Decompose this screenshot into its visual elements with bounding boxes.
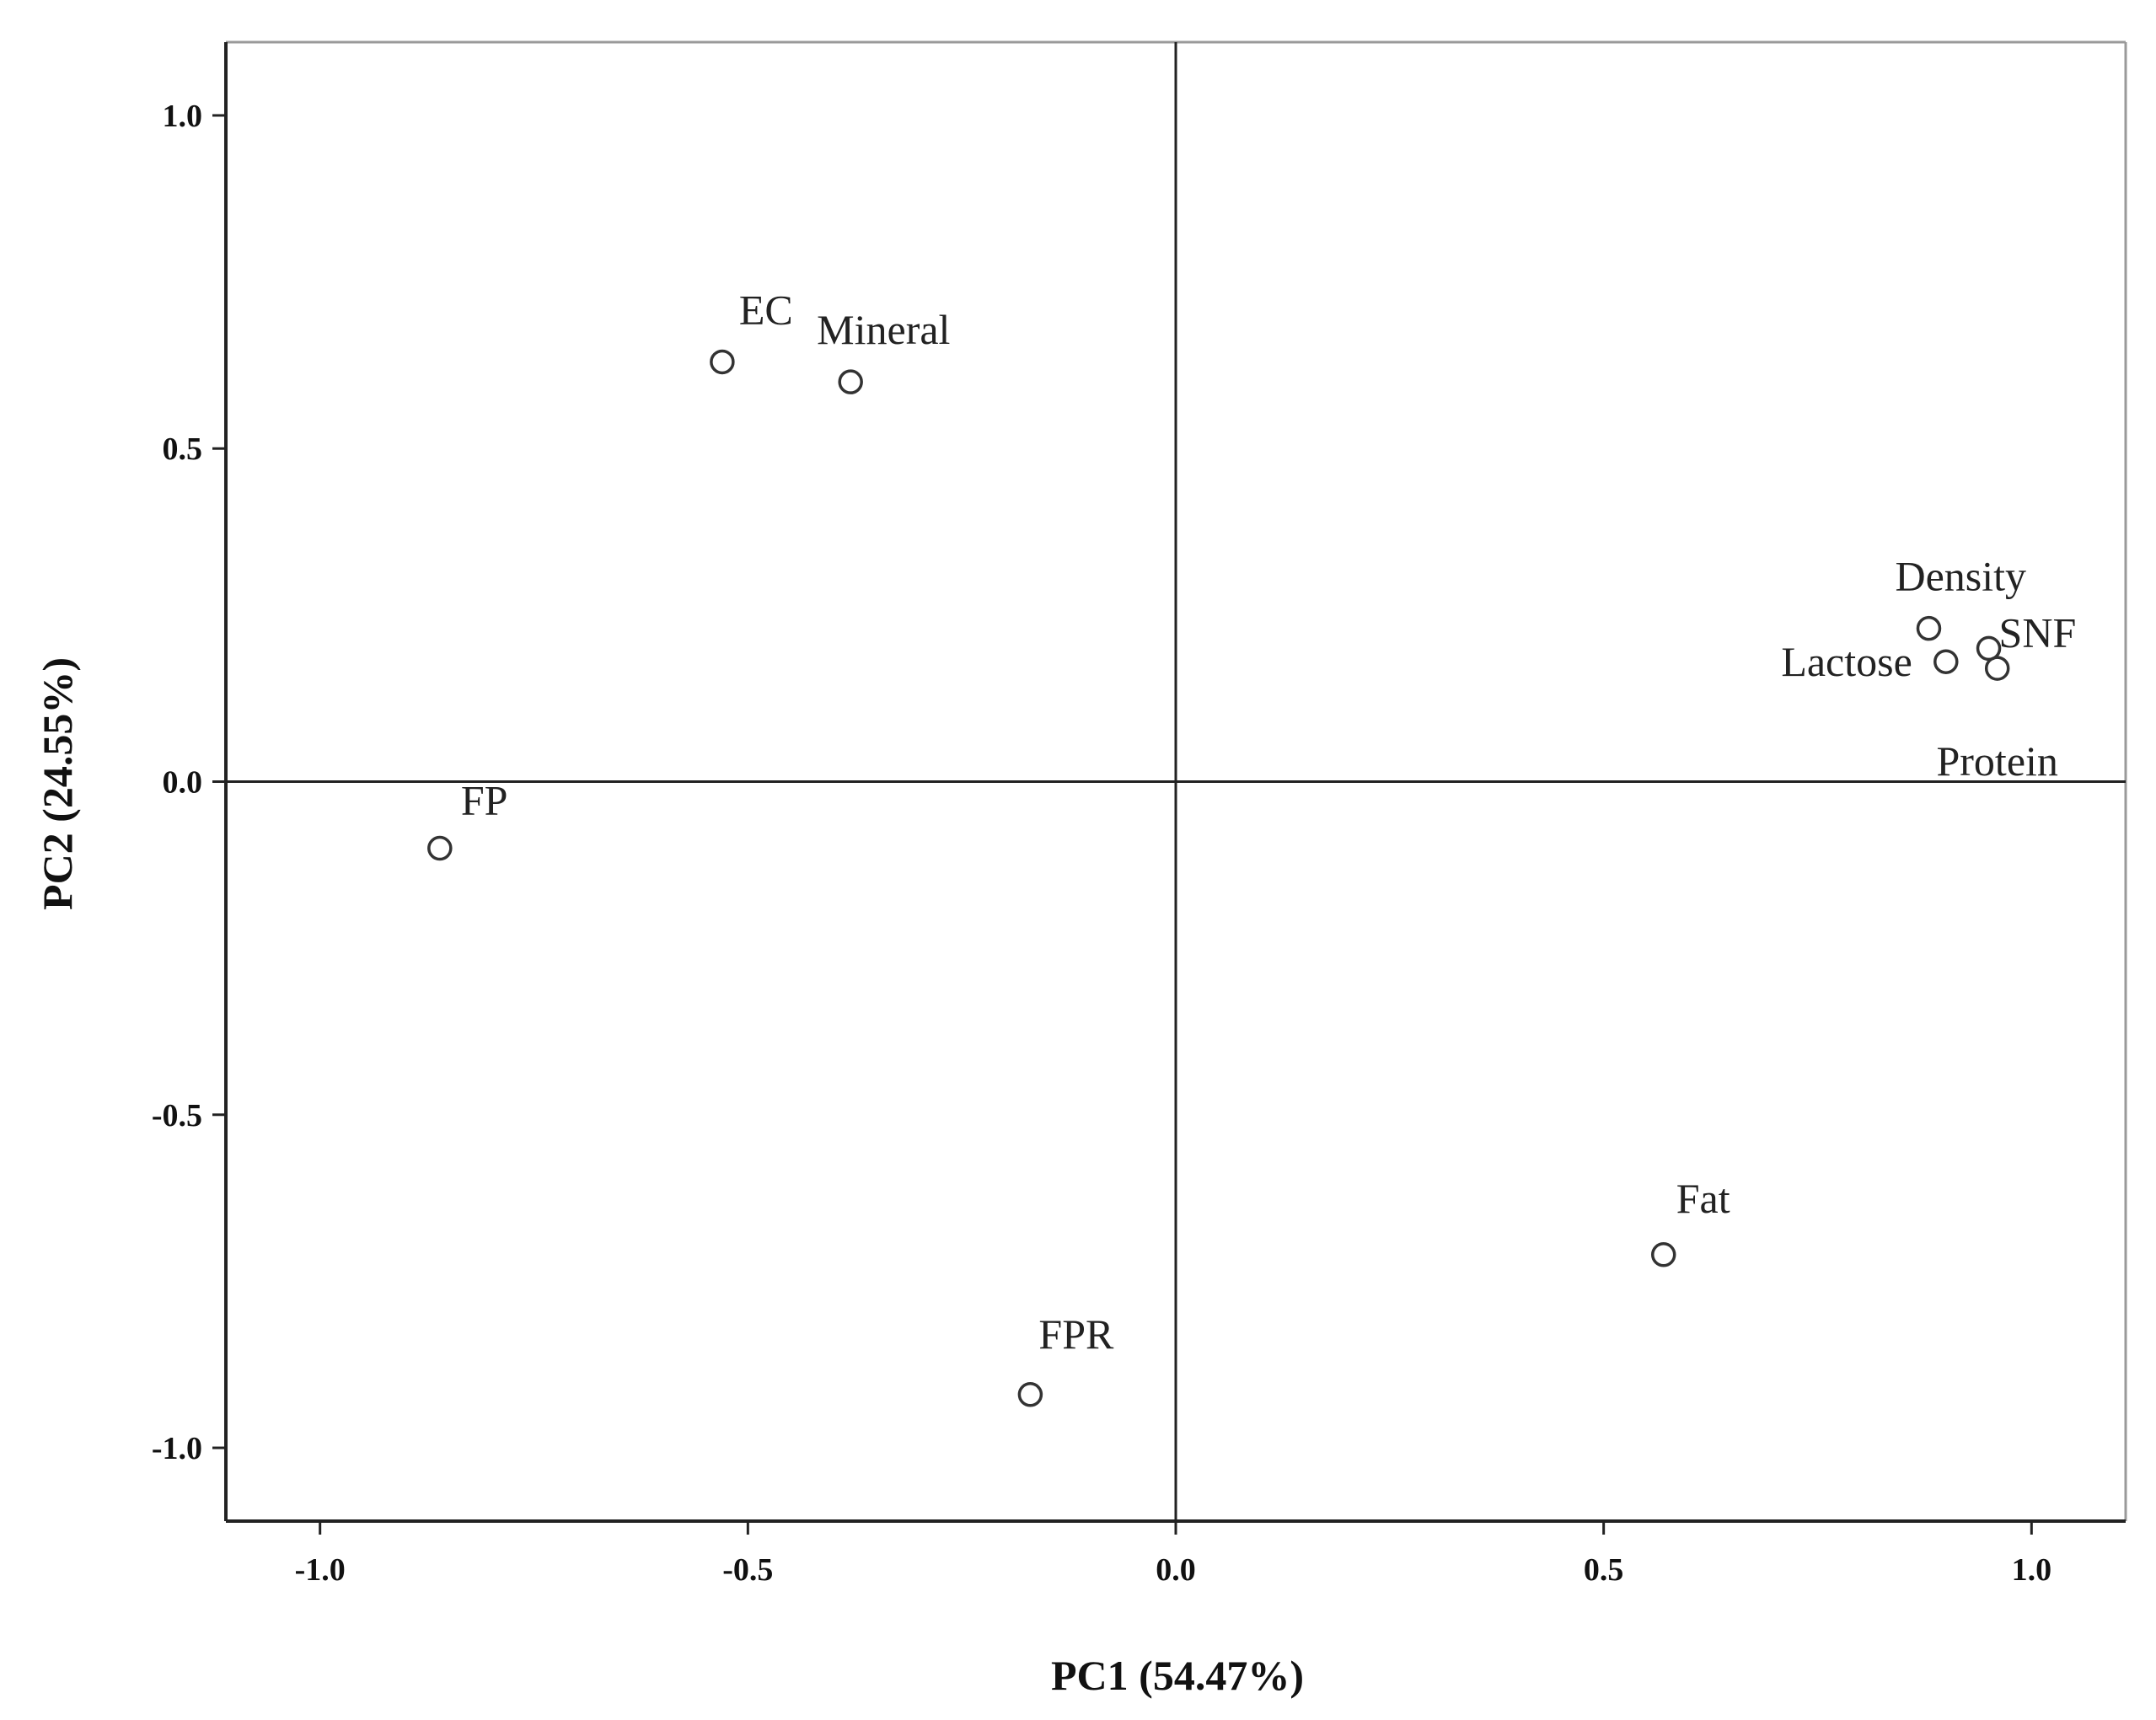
data-label-lactose: Lactose (1781, 638, 1912, 685)
y-tick-label: -0.5 (152, 1098, 202, 1133)
data-label-fpr: FPR (1038, 1310, 1114, 1358)
data-point-fat (1650, 1242, 1676, 1267)
x-tick-label: -1.0 (295, 1552, 346, 1588)
y-tick-label: 1.0 (163, 99, 203, 134)
data-label-fp: FP (461, 777, 508, 824)
y-axis-title: PC2 (24.55%) (34, 657, 81, 910)
data-label-snf: SNF (1999, 608, 2077, 656)
data-label-ec: EC (739, 286, 793, 333)
data-point-fpr (1017, 1382, 1043, 1407)
y-tick-label: 0.5 (163, 431, 203, 467)
data-point-ec (710, 349, 735, 375)
x-axis-title: PC1 (54.47%) (1051, 1652, 1304, 1699)
y-tick-label: 0.0 (163, 765, 203, 801)
x-tick-label: 0.5 (1584, 1552, 1624, 1588)
data-label-fat: Fat (1676, 1175, 1730, 1222)
data-point-lactose (1933, 649, 1959, 674)
data-point-snf (1976, 635, 2002, 662)
data-label-protein: Protein (1936, 737, 2057, 785)
data-point-protein (1984, 656, 2010, 681)
data-point-fp (427, 835, 453, 861)
x-tick-label: -0.5 (722, 1552, 773, 1588)
x-tick-label: 1.0 (2012, 1552, 2052, 1588)
data-label-mineral: Mineral (817, 306, 950, 353)
x-tick-label: 0.0 (1156, 1552, 1196, 1588)
data-point-density (1916, 615, 1942, 641)
data-label-density: Density (1895, 553, 2026, 600)
y-tick-label: -1.0 (152, 1431, 202, 1466)
data-point-mineral (838, 369, 863, 394)
